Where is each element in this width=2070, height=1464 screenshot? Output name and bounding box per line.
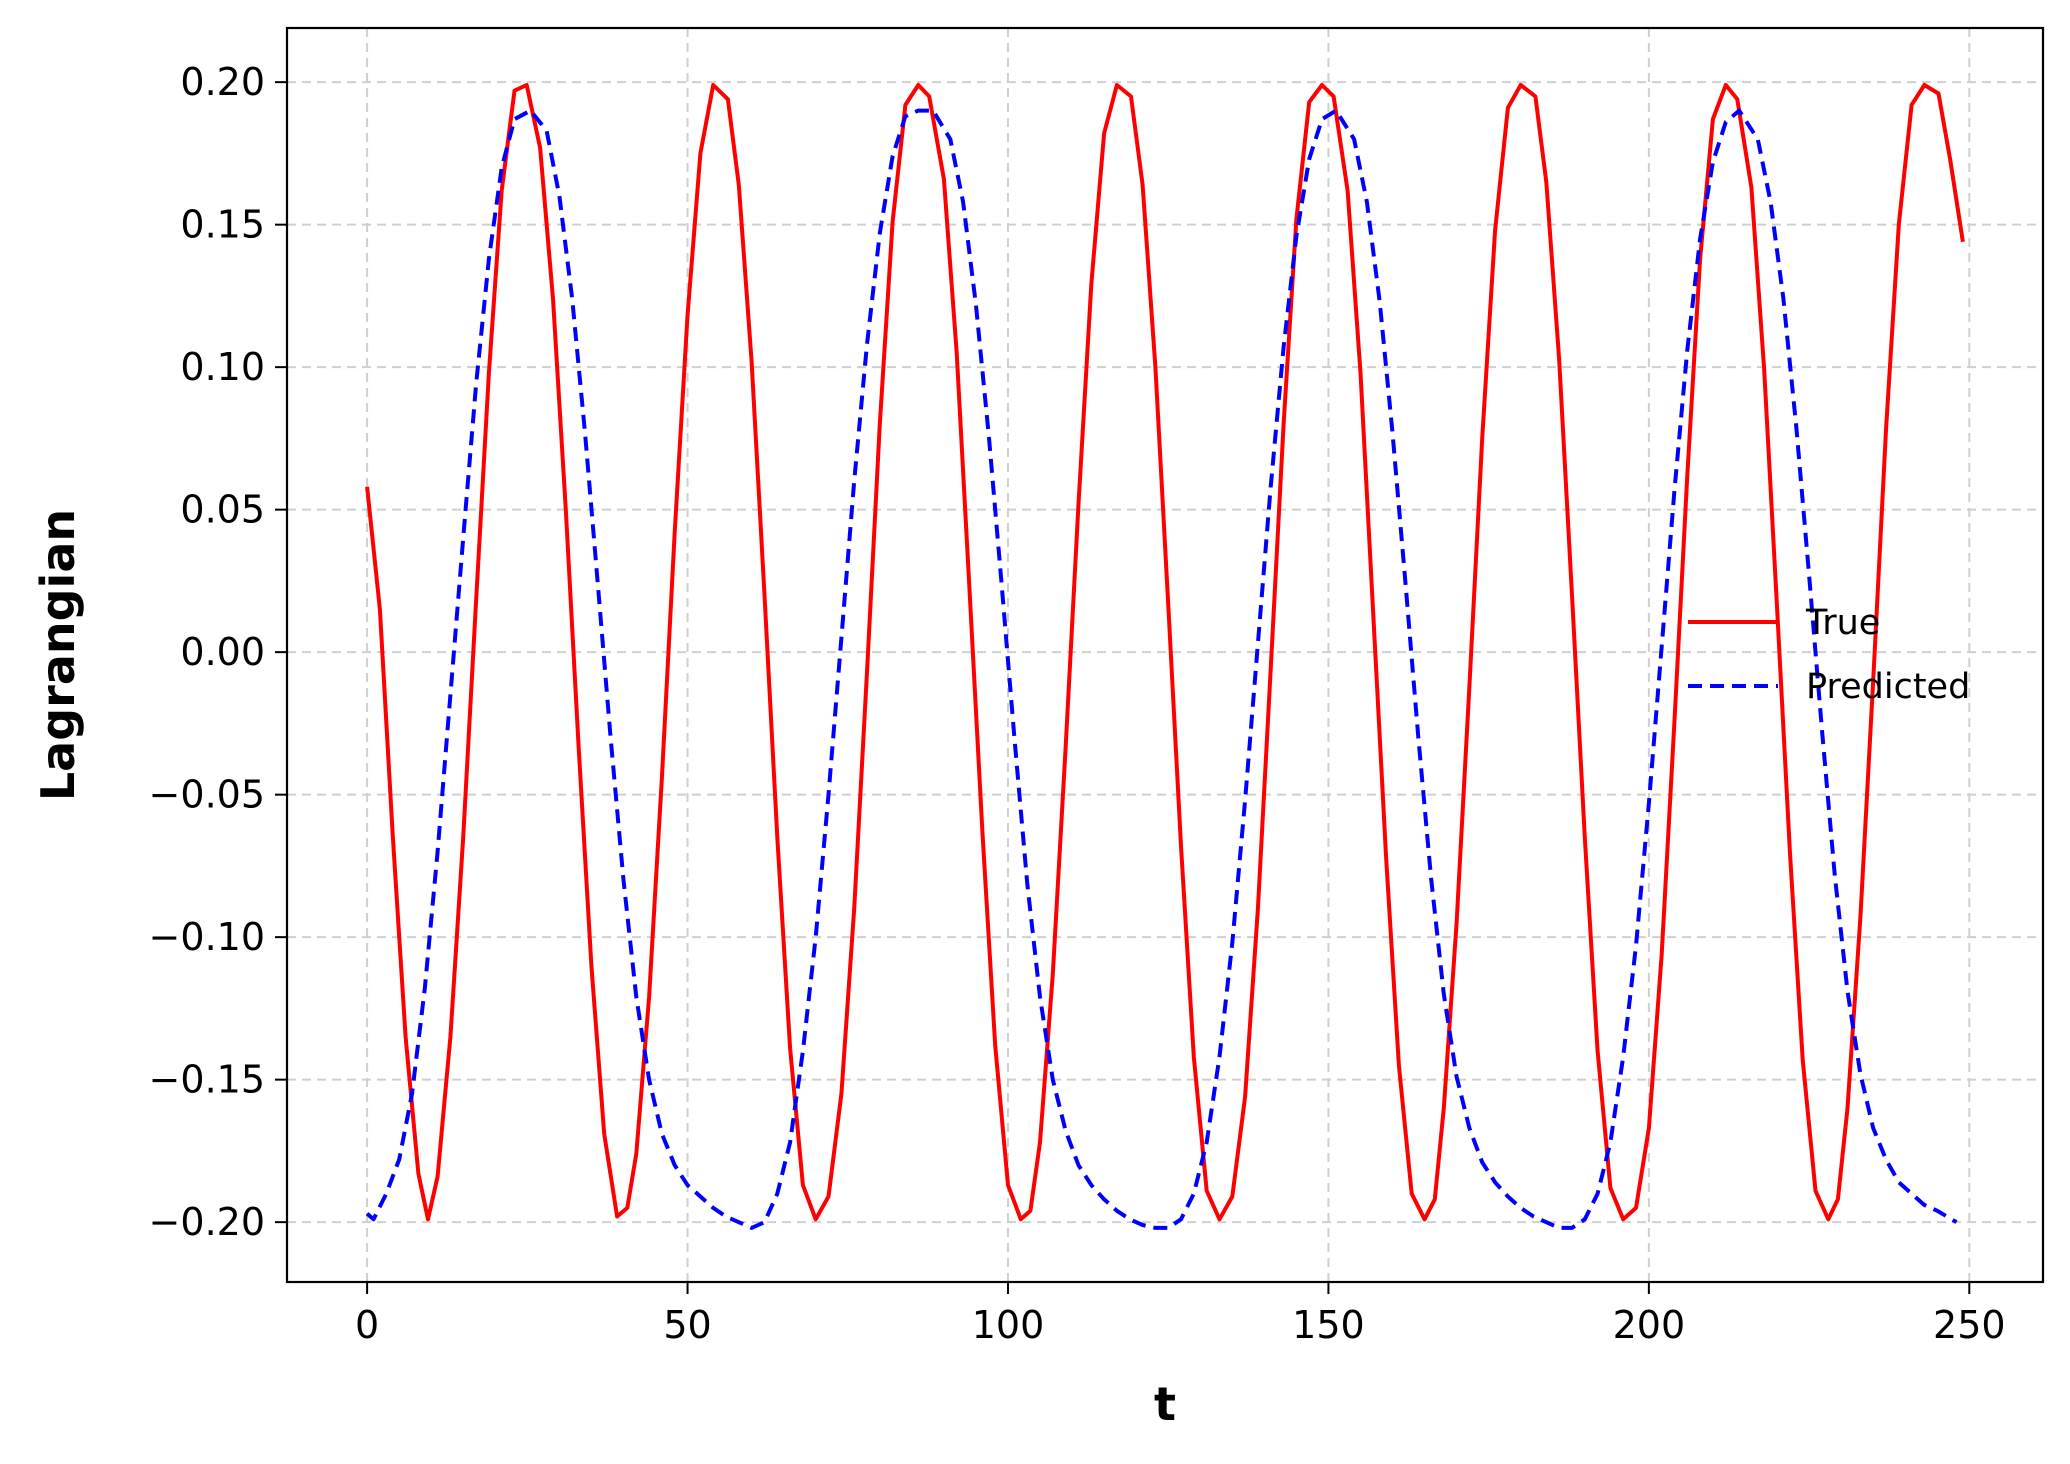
x-tick-label: 250 [1933,1303,2006,1347]
y-tick-label: 0.05 [180,488,265,532]
y-axis-title: Lagrangian [31,509,85,801]
x-axis-ticks: 0 50 100 150 200 250 [355,1282,2006,1347]
plot-area-frame [285,26,2045,1284]
legend-label-predicted: Predicted [1806,667,1970,707]
x-axis-title: t [1154,1377,1176,1431]
legend: True Predicted [1688,603,1970,707]
x-tick-label: 50 [663,1303,711,1347]
x-tick-label: 0 [355,1303,379,1347]
x-tick-label: 100 [972,1303,1045,1347]
series-line-true [365,83,1965,1222]
y-tick-label: 0.20 [180,60,265,104]
y-tick-label: −0.15 [149,1058,265,1102]
y-axis-ticks: 0.20 0.15 0.10 0.05 0.00 −0.05 −0.10 −0.15 −0.20 [149,60,287,1244]
y-tick-label: −0.20 [149,1200,265,1244]
y-tick-label: −0.05 [149,773,265,817]
y-tick-label: −0.10 [149,915,265,959]
x-tick-label: 200 [1613,1303,1686,1347]
y-tick-label: 0.10 [180,345,265,389]
legend-label-true: True [1805,603,1880,643]
y-tick-label: 0.00 [180,630,265,674]
y-tick-label: 0.15 [180,203,265,247]
series-line-predicted [365,108,1958,1230]
series-layer [365,83,1965,1230]
x-tick-label: 150 [1292,1303,1365,1347]
